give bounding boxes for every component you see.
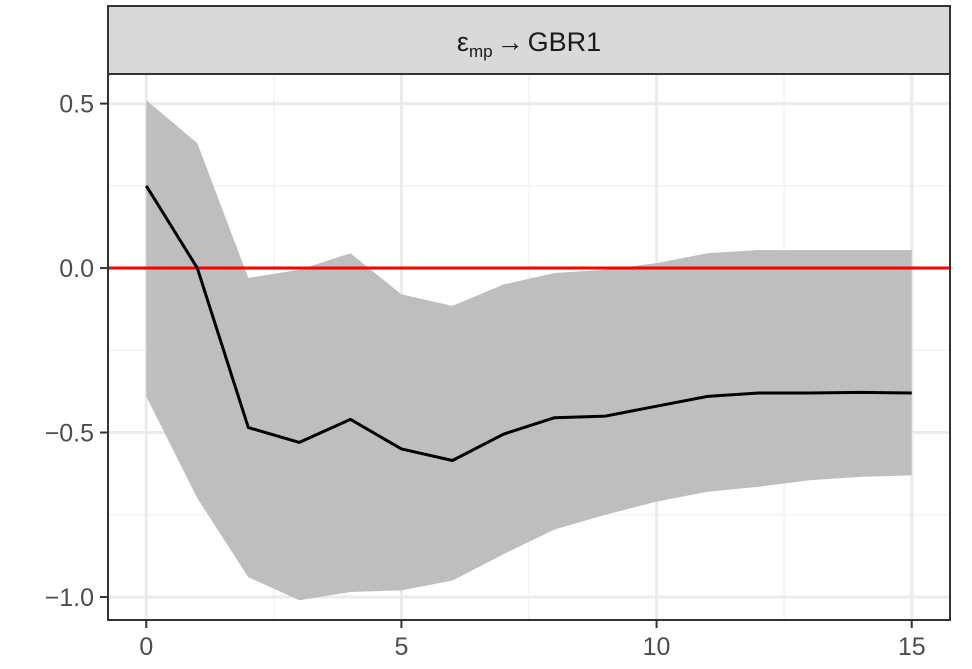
x-axis: 0 5 10 15	[139, 620, 926, 661]
facet-strip	[107, 5, 951, 75]
facet-arrow: →	[497, 27, 524, 57]
x-tick-label: 15	[898, 633, 926, 661]
y-tick-label: −0.5	[45, 420, 94, 448]
y-tick-label: 0.0	[59, 255, 94, 283]
y-tick-label: 0.5	[59, 91, 94, 119]
x-tick-label: 10	[643, 633, 671, 661]
facet-symbol: ε	[457, 27, 469, 57]
facet-target: GBR1	[528, 27, 602, 57]
facet-subscript: mp	[469, 42, 493, 61]
x-tick-label: 5	[394, 633, 408, 661]
x-tick-label: 0	[139, 633, 153, 661]
confidence-band	[146, 100, 912, 601]
plot-panel-border	[107, 73, 951, 621]
impulse-response-line	[144, 185, 912, 462]
y-tick-label: −1.0	[45, 584, 94, 612]
y-axis: 0.5 0.0 −0.5 −1.0	[45, 91, 108, 612]
facet-strip-label: εmp → GBR1	[457, 27, 601, 61]
